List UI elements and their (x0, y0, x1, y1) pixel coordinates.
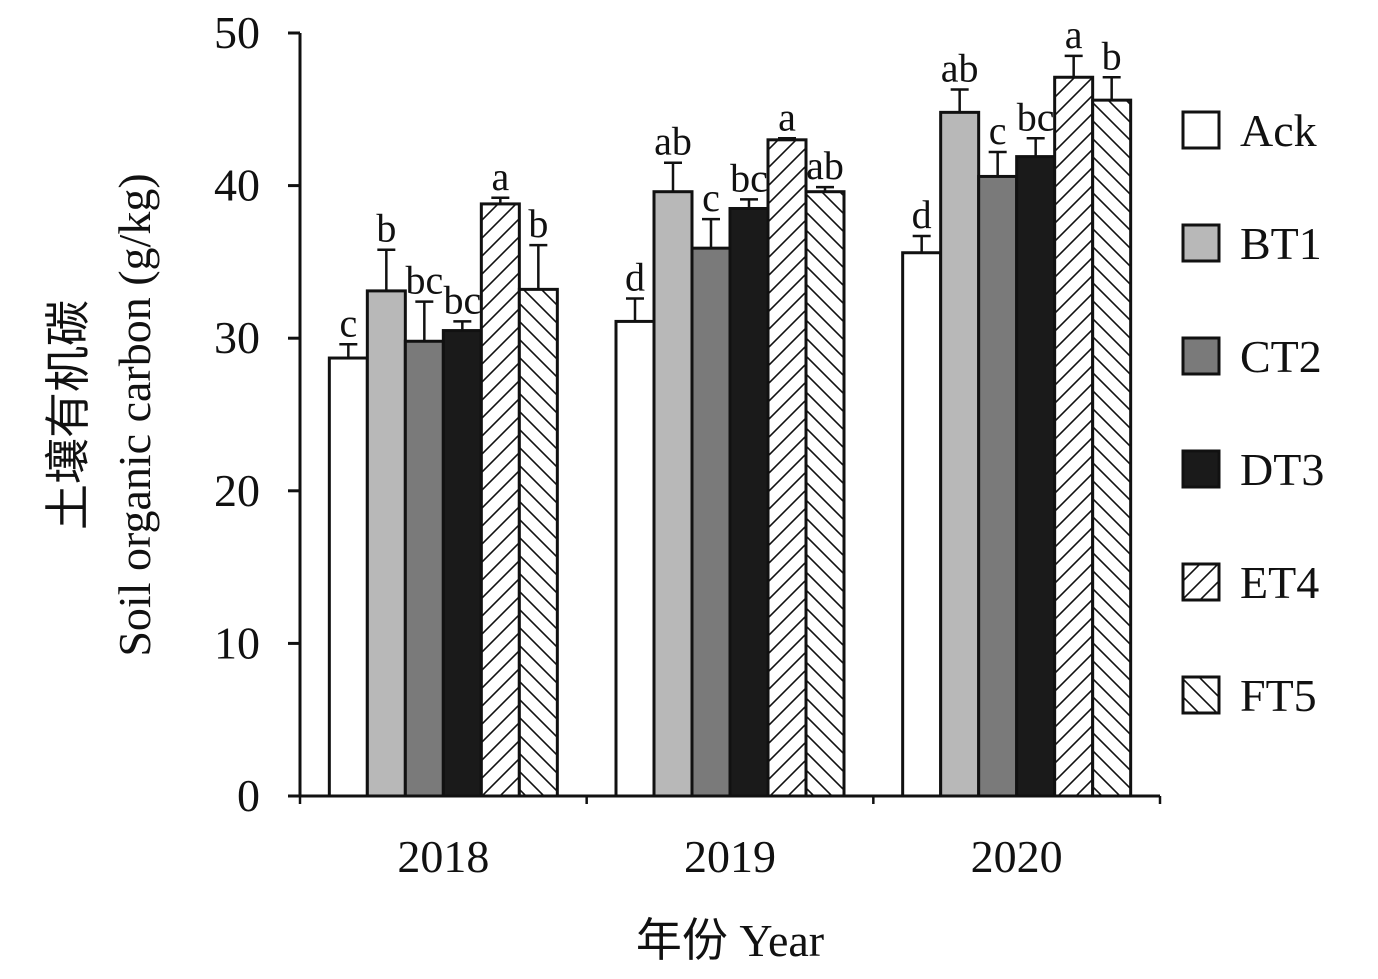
bar-ET4-2018 (479, 202, 521, 798)
x-tick-labels: 2018 2019 2020 (397, 831, 1062, 882)
error-bar-CT2-2019 (702, 217, 720, 249)
bar-Ack-2018 (327, 356, 369, 798)
x-tick-label-2018: 2018 (397, 831, 489, 882)
error-bar-Ack-2019 (626, 297, 644, 322)
legend: Ack BT1 CT2 DT3 ET4 FT5 (1181, 105, 1324, 721)
error-bar-DT3-2020 (1026, 137, 1045, 157)
bar-ET4-2019 (766, 138, 808, 798)
sig-label-Ack-2020: d (912, 192, 932, 237)
y-tick-label-50: 50 (214, 7, 260, 58)
legend-label-Ack: Ack (1240, 105, 1317, 156)
bar-FT5-2018 (517, 287, 559, 798)
axes (288, 31, 1162, 804)
bar-FT5-2019 (804, 190, 846, 798)
bar-DT3-2018 (441, 329, 483, 798)
legend-item-Ack: Ack (1181, 105, 1317, 156)
error-bar-FT5-2018 (529, 243, 548, 290)
sig-label-FT5-2019: ab (806, 143, 844, 188)
legend-item-FT5: FT5 (1181, 670, 1317, 721)
bar-FT5-2020 (1091, 98, 1133, 798)
y-tick-label-10: 10 (214, 617, 260, 668)
bar-BT1-2018 (365, 289, 407, 798)
y-tick-label-40: 40 (214, 160, 260, 211)
error-bar-ET4-2019 (778, 137, 796, 140)
sig-label-BT1-2020: ab (941, 45, 979, 90)
bar-BT1-2019 (652, 190, 694, 798)
bar-ET4-2020 (1053, 75, 1095, 798)
sig-label-Ack-2019: d (625, 255, 645, 300)
legend-swatch-DT3 (1181, 449, 1221, 489)
y-tick-label-0: 0 (237, 770, 260, 821)
sig-label-FT5-2020: b (1102, 33, 1122, 78)
legend-label-BT1: BT1 (1240, 218, 1322, 269)
bar-DT3-2020 (1015, 155, 1057, 798)
legend-label-FT5: FT5 (1240, 670, 1317, 721)
bar-CT2-2019 (690, 246, 732, 798)
legend-swatch-ET4 (1181, 562, 1221, 602)
y-tick-labels: 0 10 20 30 40 50 (214, 7, 260, 821)
legend-swatch-Ack (1181, 110, 1221, 150)
error-bar-DT3-2019 (740, 198, 758, 209)
y-axis-title-cn: 土壤有机碳 (43, 300, 94, 530)
sig-label-FT5-2018: b (528, 201, 548, 246)
bar-DT3-2019 (728, 206, 770, 798)
sig-label-ET4-2018: a (491, 154, 509, 199)
legend-item-BT1: BT1 (1181, 218, 1322, 269)
error-bar-BT1-2019 (664, 161, 682, 192)
error-bar-BT1-2020 (950, 88, 969, 113)
sig-label-CT2-2020: c (989, 108, 1007, 153)
bar-BT1-2020 (939, 110, 981, 798)
error-bar-CT2-2020 (988, 150, 1007, 177)
sig-label-DT3-2018: bc (443, 277, 481, 322)
bar-Ack-2020 (901, 251, 943, 798)
error-bar-Ack-2020 (912, 234, 931, 253)
sig-label-ET4-2019: a (778, 94, 796, 139)
sig-label-CT2-2019: c (702, 175, 720, 220)
legend-label-DT3: DT3 (1240, 444, 1324, 495)
error-bar-Ack-2018 (339, 343, 358, 359)
bar-CT2-2018 (403, 339, 445, 798)
sig-label-Ack-2018: c (339, 300, 357, 345)
error-bar-DT3-2018 (453, 320, 472, 331)
legend-swatch-FT5 (1181, 675, 1221, 715)
error-bar-BT1-2018 (377, 248, 396, 291)
legend-label-ET4: ET4 (1240, 557, 1319, 608)
sig-label-BT1-2019: ab (654, 119, 692, 164)
legend-item-DT3: DT3 (1181, 444, 1324, 495)
sig-label-DT3-2020: bc (1017, 94, 1055, 139)
error-bar-FT5-2020 (1102, 76, 1121, 101)
error-bar-CT2-2018 (415, 300, 434, 342)
error-bars-layer (339, 54, 1121, 359)
x-tick-label-2020: 2020 (971, 831, 1063, 882)
legend-label-CT2: CT2 (1240, 331, 1322, 382)
x-tick-label-2019: 2019 (684, 831, 776, 882)
error-bar-FT5-2019 (816, 185, 834, 192)
bar-Ack-2019 (614, 319, 656, 798)
y-tick-label-20: 20 (214, 465, 260, 516)
sig-label-DT3-2019: bc (730, 155, 768, 200)
y-axis-title-en: Soil organic carbon (g/kg) (109, 173, 160, 656)
y-tick-label-30: 30 (214, 312, 260, 363)
legend-swatch-BT1 (1181, 223, 1221, 263)
bar-CT2-2020 (977, 174, 1019, 798)
legend-swatch-CT2 (1181, 336, 1221, 376)
legend-item-CT2: CT2 (1181, 331, 1322, 382)
error-bar-ET4-2020 (1064, 54, 1083, 78)
x-axis-title: 年份 Year (636, 915, 824, 966)
error-bar-ET4-2018 (491, 196, 510, 204)
legend-item-ET4: ET4 (1181, 557, 1319, 608)
sig-label-ET4-2020: a (1065, 12, 1083, 57)
sig-label-CT2-2018: bc (405, 258, 443, 303)
sig-label-BT1-2018: b (376, 206, 396, 251)
